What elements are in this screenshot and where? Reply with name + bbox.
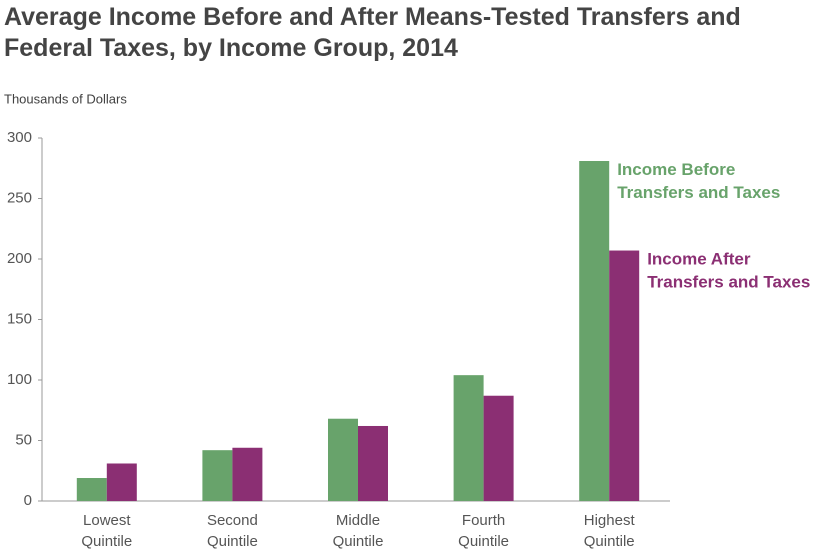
x-tick-label: Middle Quintile [333, 512, 384, 550]
legend-label: Income Before Transfers and Taxes [617, 160, 780, 202]
bar [328, 418, 358, 501]
bar [76, 478, 107, 501]
x-tick-label: Highest Quintile [584, 512, 636, 550]
bar [202, 450, 233, 501]
y-tick-label: 0 [24, 492, 32, 509]
bar [358, 425, 388, 501]
bar [106, 463, 137, 501]
legend-label: Income After Transfers and Taxes [647, 250, 810, 292]
bar [609, 250, 640, 501]
bar [232, 447, 263, 501]
y-tick-label: 300 [7, 129, 32, 146]
bar [483, 395, 514, 501]
y-axis-label: Thousands of Dollars [4, 91, 127, 106]
y-tick-label: 250 [7, 189, 32, 206]
x-tick-label: Fourth Quintile [458, 512, 509, 550]
bar [453, 375, 484, 501]
y-tick-label: 200 [7, 250, 32, 267]
y-tick-label: 150 [7, 310, 32, 327]
chart-title: Average Income Before and After Means-Te… [4, 3, 741, 62]
y-tick-label: 100 [7, 371, 32, 388]
y-tick-label: 50 [15, 431, 32, 448]
bar [579, 160, 610, 502]
x-tick-label: Second Quintile [207, 512, 258, 550]
x-tick-label: Lowest Quintile [81, 512, 132, 550]
